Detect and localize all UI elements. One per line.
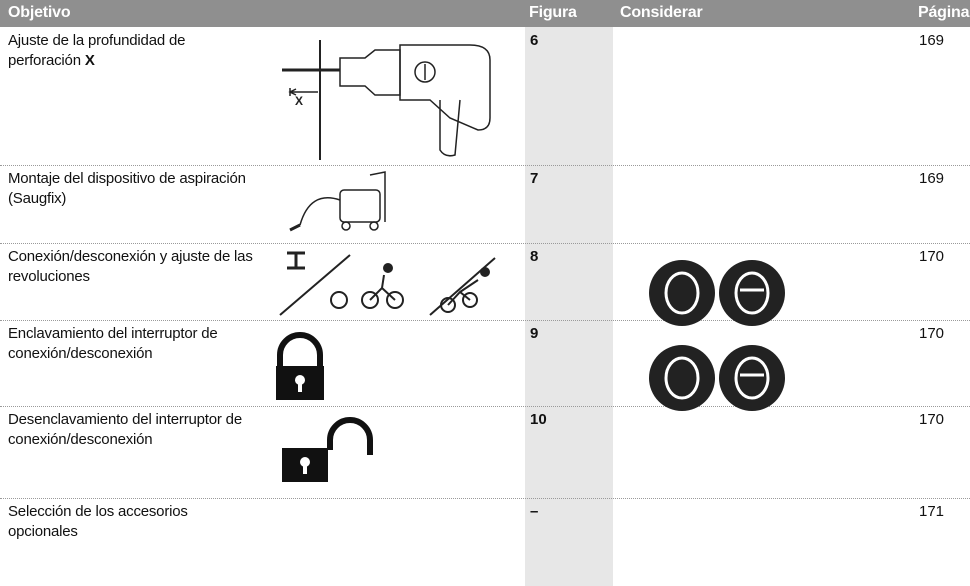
objective-text: Selección de los accesorios opcionales xyxy=(8,503,188,540)
figure-number: 7 xyxy=(530,170,539,187)
objective-text: Conexión/desconexión y ajuste de las rev… xyxy=(8,248,253,285)
objective-symbol: X xyxy=(84,52,95,69)
page-number: 170 xyxy=(919,248,945,265)
figure-column xyxy=(525,27,613,586)
figure-number: 10 xyxy=(530,411,547,428)
protection-icons xyxy=(649,260,785,411)
vacuum-icon xyxy=(289,171,386,232)
drill-icon: X xyxy=(282,40,491,160)
objective-text: Ajuste de la profundidad de perforación xyxy=(8,32,186,69)
header-figure: Figura xyxy=(529,4,577,21)
figure-number: 6 xyxy=(530,32,539,49)
objective-text: Desenclavamiento del interruptor de cone… xyxy=(8,410,256,450)
lock-icons xyxy=(276,332,373,482)
objective-text: Selección de los accesorios opcionales xyxy=(8,502,256,542)
objective-text: Enclavamiento del interruptor de conexió… xyxy=(8,324,256,364)
svg-text:X: X xyxy=(295,94,303,108)
figure-number: – xyxy=(530,503,539,520)
row-separator xyxy=(0,243,970,244)
objective-text: Ajuste de la profundidad de perforación … xyxy=(8,31,256,71)
page-number: 169 xyxy=(919,32,945,49)
objective-text: Desenclavamiento del interruptor de cone… xyxy=(8,411,242,448)
objective-text: Montaje del dispositivo de aspiración (S… xyxy=(8,169,256,209)
objective-text: Enclavamiento del interruptor de conexió… xyxy=(8,325,218,362)
header-objective: Objetivo xyxy=(8,4,71,21)
row-separator xyxy=(0,406,970,407)
page-number: 171 xyxy=(919,503,945,520)
objective-text: Montaje del dispositivo de aspiración (S… xyxy=(8,170,246,207)
row-separator xyxy=(0,498,970,499)
speed-icon xyxy=(279,251,496,316)
header-consider: Considerar xyxy=(620,4,703,21)
table-header: Objetivo Figura Considerar Página xyxy=(0,0,970,27)
figure-number: 8 xyxy=(530,248,539,265)
page-number: 170 xyxy=(919,411,945,428)
page-number: 169 xyxy=(919,170,945,187)
row-separator xyxy=(0,320,970,321)
row-separator xyxy=(0,165,970,166)
figure-number: 9 xyxy=(530,325,539,342)
objective-text: Conexión/desconexión y ajuste de las rev… xyxy=(8,247,256,287)
page-number: 170 xyxy=(919,325,945,342)
header-page: Página xyxy=(918,4,970,21)
